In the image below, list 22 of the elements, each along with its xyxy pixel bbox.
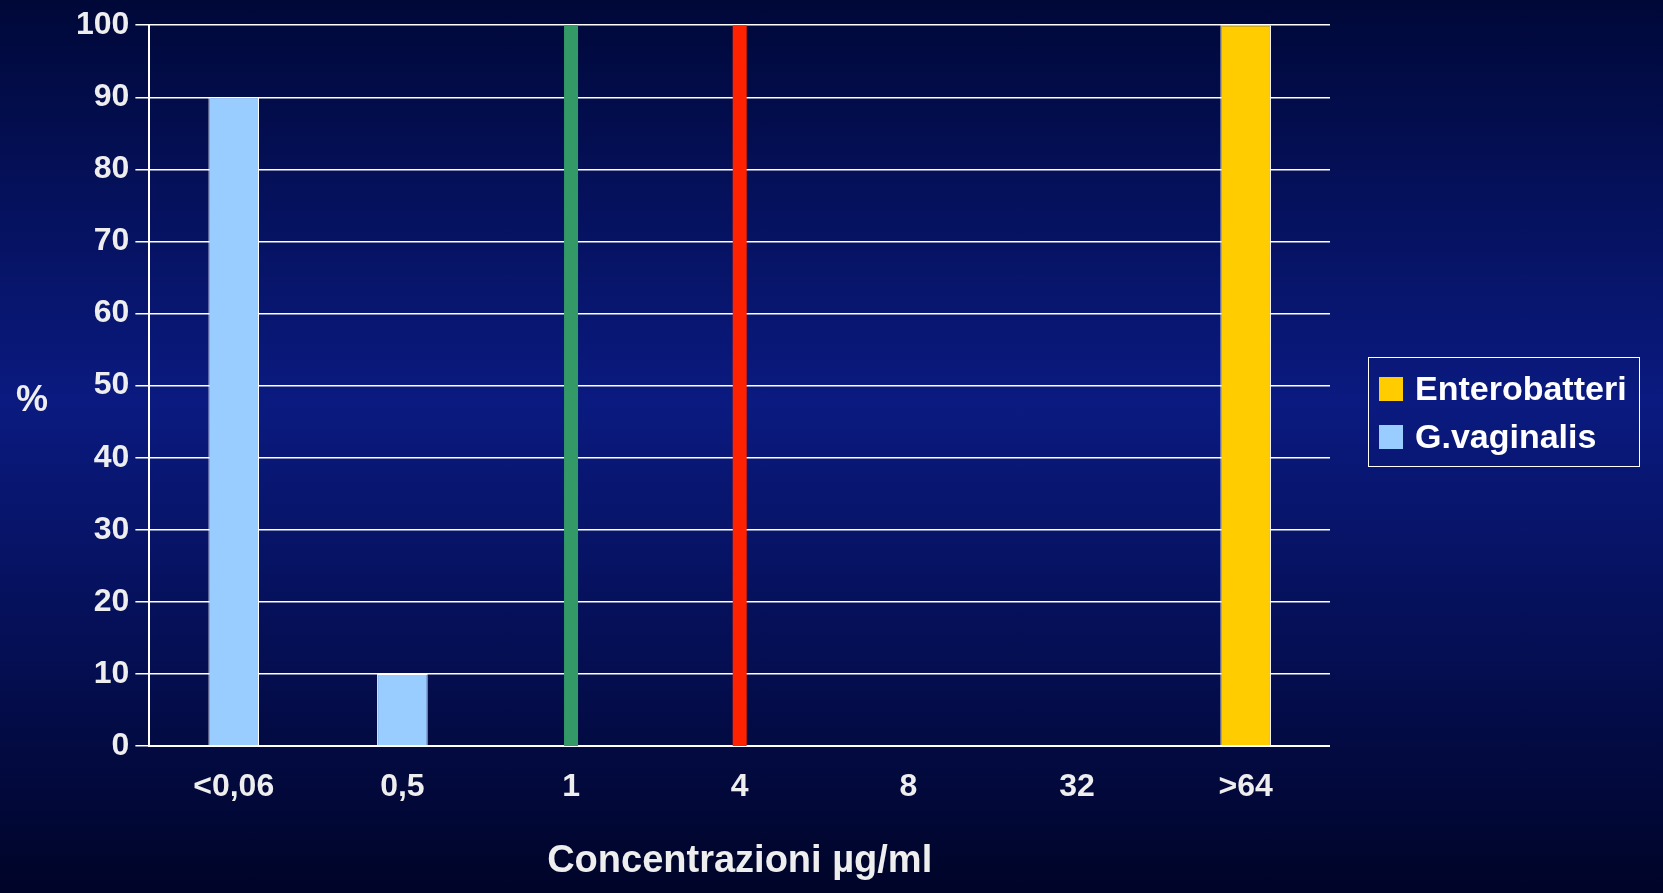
y-tick-label: 70 (93, 221, 130, 258)
x-tick-label: 1 (562, 767, 580, 804)
y-axis-title: % (15, 377, 49, 419)
y-tick-label: 90 (93, 77, 130, 114)
y-tick-label: 20 (93, 581, 130, 618)
y-tick-label: 60 (93, 293, 130, 330)
legend-label: Enterobatteri (1415, 369, 1627, 407)
legend-label: G.vaginalis (1415, 417, 1597, 455)
y-tick-label: 100 (76, 5, 130, 42)
y-tick-label: 10 (93, 653, 130, 690)
y-tick-label: 30 (93, 509, 130, 546)
y-tick-label: 0 (111, 725, 130, 762)
x-axis-title: Concentrazioni µg/ml (547, 837, 933, 880)
y-tick-label: 50 (93, 365, 130, 402)
x-tick-label: 0,5 (380, 767, 425, 804)
x-tick-label: 32 (1059, 767, 1095, 804)
y-tick-label: 80 (93, 149, 130, 186)
y-tick-label: 40 (93, 437, 130, 474)
x-tick-label: >64 (1218, 767, 1274, 804)
x-tick-label: 8 (899, 767, 918, 804)
x-tick-label: <0,06 (193, 767, 275, 804)
x-tick-label: 4 (730, 767, 749, 804)
